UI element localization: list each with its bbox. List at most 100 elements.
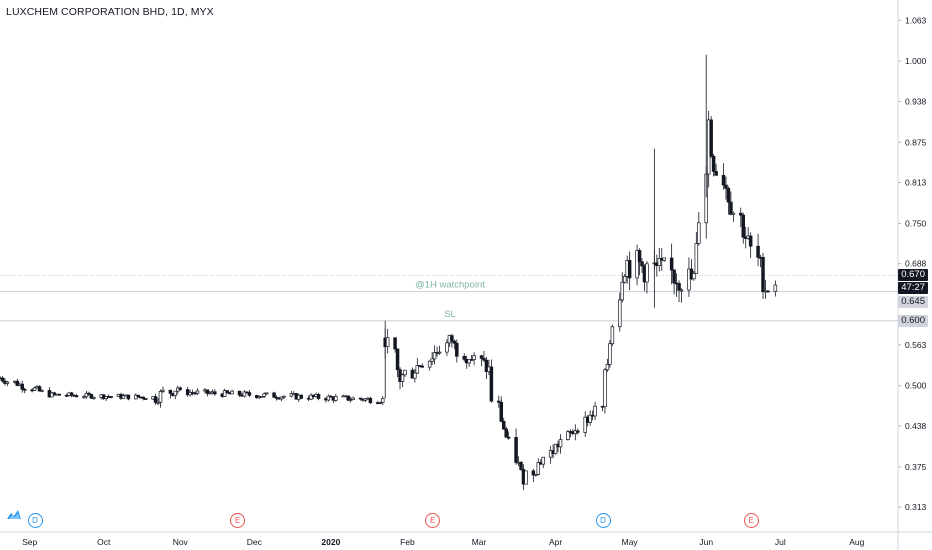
candle-body [15, 380, 20, 386]
candle-body [222, 390, 227, 397]
y-tick-label: 0.313 [905, 502, 927, 512]
dividend-event-icon[interactable]: D [595, 513, 611, 528]
candle-body [697, 222, 701, 244]
candle-body [358, 397, 363, 400]
sl-price-label: 0.600 [898, 314, 928, 327]
earnings-event-icon[interactable]: E [743, 513, 759, 528]
candle-body [282, 395, 286, 398]
candle-body [756, 245, 760, 258]
candle-body [497, 400, 501, 403]
candle-body [0, 377, 5, 382]
candle-body [482, 358, 486, 361]
candle-body [272, 392, 276, 398]
candle-body [657, 258, 662, 266]
candle-body [40, 390, 44, 392]
candle-body [385, 337, 390, 348]
candle-body [739, 212, 743, 216]
candle-body [52, 392, 57, 395]
candle-body [168, 389, 173, 394]
x-tick-label: Jun [699, 537, 713, 547]
candle-body [289, 393, 294, 397]
horizontal-lines: @1H watchpoint SL [0, 275, 898, 322]
candle-body [213, 391, 217, 395]
candle-body [84, 392, 89, 398]
candle-body [741, 214, 746, 238]
candle-body [637, 250, 642, 263]
candle-body [687, 268, 691, 291]
candle-body [583, 416, 587, 433]
candle-body [326, 395, 331, 401]
candle-body [726, 188, 731, 203]
y-tick-label: 0.438 [905, 421, 927, 431]
candle-body [605, 364, 610, 371]
candle-body [445, 342, 449, 353]
candle-body [334, 396, 338, 401]
dividend-event-icon[interactable]: D [27, 513, 43, 528]
candle-body [514, 437, 518, 463]
candle-body [588, 414, 592, 423]
candle-body [724, 184, 728, 189]
candle-body [109, 396, 113, 398]
earnings-event-icon[interactable]: E [425, 513, 441, 528]
candle-body [620, 281, 625, 301]
candle-body [403, 369, 407, 376]
candle-body [195, 390, 200, 394]
candle-body [126, 394, 131, 400]
candle-body [309, 394, 313, 400]
candle-body [89, 394, 94, 399]
candle-body [173, 390, 178, 396]
candle-body [247, 392, 252, 396]
candle-body [506, 436, 511, 439]
x-tick-label: Sep [22, 537, 37, 547]
bar-countdown-label: 47:27 [898, 282, 928, 295]
candle-body [729, 201, 733, 215]
candle-body [566, 431, 570, 440]
candle-body [5, 381, 10, 384]
tradingview-logo-icon [7, 510, 21, 519]
y-tick-label: 0.750 [905, 218, 927, 228]
candle-body [489, 366, 494, 402]
candle-body [153, 396, 158, 403]
y-tick-label: 1.063 [905, 15, 927, 25]
candle-body [593, 405, 597, 417]
candle-body [469, 359, 474, 361]
candle-body [420, 365, 424, 368]
candle-body [87, 392, 91, 395]
candle-body [484, 359, 489, 372]
candle-body [437, 351, 442, 354]
candle-body [259, 395, 264, 398]
candle-body [627, 260, 632, 279]
candle-body [709, 119, 713, 157]
candle-body [400, 374, 405, 382]
candle-body [692, 273, 696, 280]
candle-body [677, 283, 681, 291]
candle-body [462, 355, 466, 360]
candle-body [348, 399, 353, 402]
watchpoint-price-label: 0.645 [898, 295, 928, 308]
candle-body [679, 289, 684, 292]
candle-body [541, 456, 545, 465]
candle-body [141, 396, 145, 399]
candle-body [531, 470, 536, 476]
earnings-event-icon[interactable]: E [230, 513, 246, 528]
y-tick-label: 0.500 [905, 381, 927, 391]
watchpoint-annotation: @1H watchpoint [415, 280, 485, 291]
candle-body [20, 383, 24, 390]
candle-body [74, 395, 79, 398]
candle-body [645, 263, 649, 283]
y-tick-label: 1.000 [905, 56, 927, 66]
candle-body [156, 401, 160, 404]
x-tick-label: Oct [97, 537, 111, 547]
candle-body [37, 386, 42, 392]
candle-body [452, 340, 457, 344]
candle-body [536, 462, 541, 475]
x-tick-label: Aug [849, 537, 864, 547]
y-tick-label: 0.563 [905, 340, 927, 350]
candle-body [430, 358, 434, 362]
candles [0, 54, 778, 491]
sl-annotation: SL [444, 309, 456, 320]
candle-body [773, 284, 778, 292]
candle-body [748, 235, 753, 247]
